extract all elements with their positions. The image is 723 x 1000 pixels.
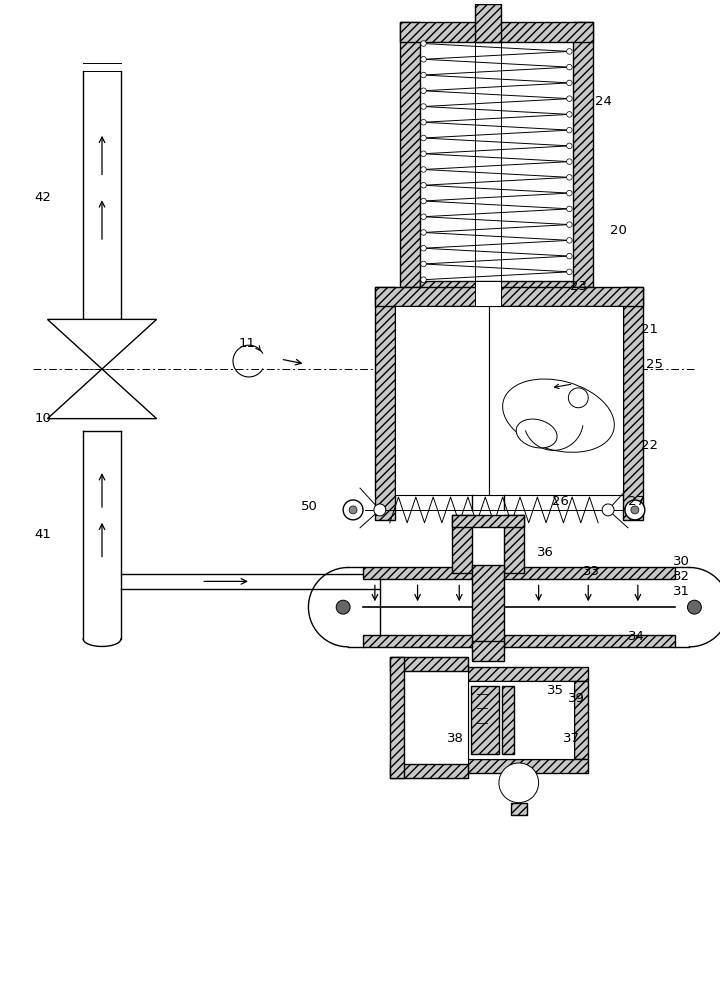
Text: 33: 33 xyxy=(583,565,600,578)
Polygon shape xyxy=(48,319,157,369)
Polygon shape xyxy=(453,515,523,527)
Text: 41: 41 xyxy=(35,528,51,541)
Circle shape xyxy=(374,504,386,516)
Polygon shape xyxy=(454,667,589,681)
Text: 24: 24 xyxy=(595,95,612,108)
Circle shape xyxy=(421,214,427,220)
Text: 39: 39 xyxy=(568,692,586,705)
Circle shape xyxy=(421,198,427,204)
Circle shape xyxy=(421,151,427,157)
Text: 34: 34 xyxy=(628,630,645,643)
Circle shape xyxy=(421,72,427,78)
Circle shape xyxy=(567,49,572,54)
Text: 38: 38 xyxy=(448,732,464,745)
Text: 11: 11 xyxy=(239,337,256,350)
Polygon shape xyxy=(623,287,643,520)
Text: 42: 42 xyxy=(35,191,51,204)
Circle shape xyxy=(421,57,427,62)
Circle shape xyxy=(421,88,427,94)
Polygon shape xyxy=(511,803,527,815)
Circle shape xyxy=(421,182,427,188)
Polygon shape xyxy=(454,759,589,773)
Circle shape xyxy=(567,222,572,227)
Circle shape xyxy=(567,269,572,275)
Ellipse shape xyxy=(516,419,557,448)
Circle shape xyxy=(421,135,427,141)
Circle shape xyxy=(567,206,572,212)
Circle shape xyxy=(567,127,572,133)
Polygon shape xyxy=(454,681,469,759)
Text: 35: 35 xyxy=(547,684,563,697)
Polygon shape xyxy=(419,281,573,293)
Text: 32: 32 xyxy=(672,570,690,583)
Polygon shape xyxy=(390,657,469,778)
Polygon shape xyxy=(475,281,501,306)
Text: 26: 26 xyxy=(552,495,568,508)
Circle shape xyxy=(343,500,363,520)
Polygon shape xyxy=(453,515,472,573)
Polygon shape xyxy=(400,22,419,287)
Circle shape xyxy=(688,600,701,614)
Polygon shape xyxy=(574,681,589,759)
Circle shape xyxy=(336,600,350,614)
Polygon shape xyxy=(375,287,643,306)
Circle shape xyxy=(567,112,572,117)
Circle shape xyxy=(602,504,614,516)
Circle shape xyxy=(567,64,572,70)
Polygon shape xyxy=(363,567,675,579)
Polygon shape xyxy=(472,641,504,661)
Polygon shape xyxy=(48,369,157,419)
Circle shape xyxy=(625,500,645,520)
Circle shape xyxy=(421,104,427,109)
Text: 27: 27 xyxy=(628,495,645,508)
Circle shape xyxy=(567,175,572,180)
Polygon shape xyxy=(390,657,469,671)
Polygon shape xyxy=(390,764,469,778)
Circle shape xyxy=(421,230,427,235)
Polygon shape xyxy=(502,686,514,754)
Circle shape xyxy=(567,190,572,196)
Polygon shape xyxy=(504,515,523,573)
Polygon shape xyxy=(573,22,593,287)
Circle shape xyxy=(567,238,572,243)
Polygon shape xyxy=(400,22,593,42)
Circle shape xyxy=(421,277,427,282)
Text: 30: 30 xyxy=(672,555,690,568)
Circle shape xyxy=(421,41,427,46)
Text: 37: 37 xyxy=(563,732,581,745)
Text: 31: 31 xyxy=(672,585,690,598)
Circle shape xyxy=(567,159,572,164)
Text: 23: 23 xyxy=(570,280,587,293)
Polygon shape xyxy=(375,287,395,520)
Polygon shape xyxy=(395,306,489,495)
Text: 25: 25 xyxy=(646,358,663,371)
Polygon shape xyxy=(469,681,574,759)
Polygon shape xyxy=(471,686,499,754)
Polygon shape xyxy=(472,565,504,649)
Polygon shape xyxy=(489,306,623,495)
Circle shape xyxy=(421,119,427,125)
Polygon shape xyxy=(475,4,501,42)
Text: 36: 36 xyxy=(536,546,554,559)
Circle shape xyxy=(421,245,427,251)
Circle shape xyxy=(568,388,589,408)
Text: 22: 22 xyxy=(641,439,658,452)
Circle shape xyxy=(631,506,639,514)
Circle shape xyxy=(567,96,572,101)
Text: 20: 20 xyxy=(610,224,627,237)
Circle shape xyxy=(421,261,427,267)
Circle shape xyxy=(349,506,357,514)
Text: 50: 50 xyxy=(301,500,317,513)
Text: 21: 21 xyxy=(641,323,658,336)
Polygon shape xyxy=(390,657,403,778)
Text: 10: 10 xyxy=(35,412,51,425)
Circle shape xyxy=(421,167,427,172)
Ellipse shape xyxy=(502,379,615,452)
Circle shape xyxy=(567,80,572,86)
Circle shape xyxy=(567,253,572,259)
Circle shape xyxy=(499,763,539,803)
Polygon shape xyxy=(363,635,675,647)
Circle shape xyxy=(567,143,572,149)
